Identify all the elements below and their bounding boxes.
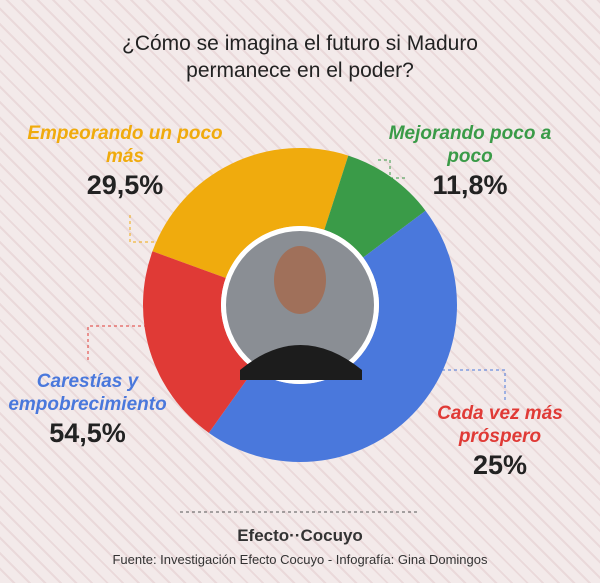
leader-line [87, 325, 150, 360]
title: ¿Cómo se imagina el futuro si Maduro per… [122, 32, 478, 82]
slice-label: Cada vez más próspero 25% [395, 402, 600, 480]
value-label: 54,5% [49, 418, 126, 448]
donut [143, 148, 457, 462]
slice [152, 148, 349, 278]
category-label: Empeorando un poco más [27, 123, 223, 167]
leader-line [129, 215, 158, 243]
leader-lines [87, 159, 506, 513]
leader-line [440, 369, 506, 400]
value-label: 29,5% [86, 170, 164, 200]
value-label: 25% [472, 450, 528, 480]
slice-label: Mejorando poco a poco 11,8% [375, 122, 565, 200]
leader-line [376, 159, 405, 179]
category-label: Carestías y empobrecimiento [8, 371, 167, 415]
slice [143, 251, 255, 433]
slice-label: Carestías y empobrecimiento 54,5% [0, 370, 175, 448]
slice [208, 210, 457, 462]
category-label: Cada vez más próspero [437, 403, 563, 447]
slice-label: Empeorando un poco más 29,5% [20, 122, 230, 200]
category-label: Mejorando poco a poco [388, 123, 552, 167]
brand: Efecto··Cocuyo [237, 526, 363, 545]
slice [324, 155, 426, 258]
source: Fuente: Investigación Efecto Cocuyo - In… [112, 552, 488, 567]
value-label: 11,8% [432, 170, 508, 200]
photo-face [274, 246, 326, 314]
photo-suit [240, 345, 362, 380]
